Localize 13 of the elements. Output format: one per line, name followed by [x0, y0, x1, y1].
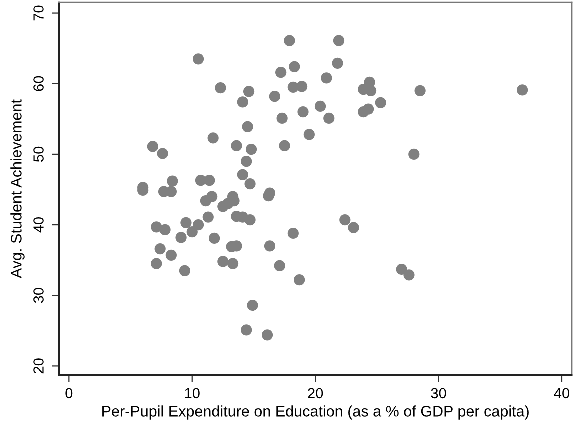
- x-tick-label: 10: [185, 388, 200, 399]
- x-axis-title: Per-Pupil Expenditure on Education (as a % of GDP per capita): [102, 406, 529, 420]
- x-tick-label: 40: [554, 388, 570, 399]
- y-tick-label: 20: [34, 358, 44, 374]
- x-tick-label: 0: [66, 388, 73, 399]
- y-tick-label: 60: [34, 76, 44, 92]
- y-tick-label: 70: [34, 6, 44, 21]
- y-tick-label: 30: [34, 288, 44, 304]
- y-tick-label: 40: [34, 217, 44, 233]
- y-tick-label: 50: [34, 146, 44, 162]
- y-axis-title: Avg. Student Achievement: [10, 100, 25, 278]
- x-tick-label: 20: [308, 388, 324, 399]
- x-tick-label: 30: [431, 388, 446, 399]
